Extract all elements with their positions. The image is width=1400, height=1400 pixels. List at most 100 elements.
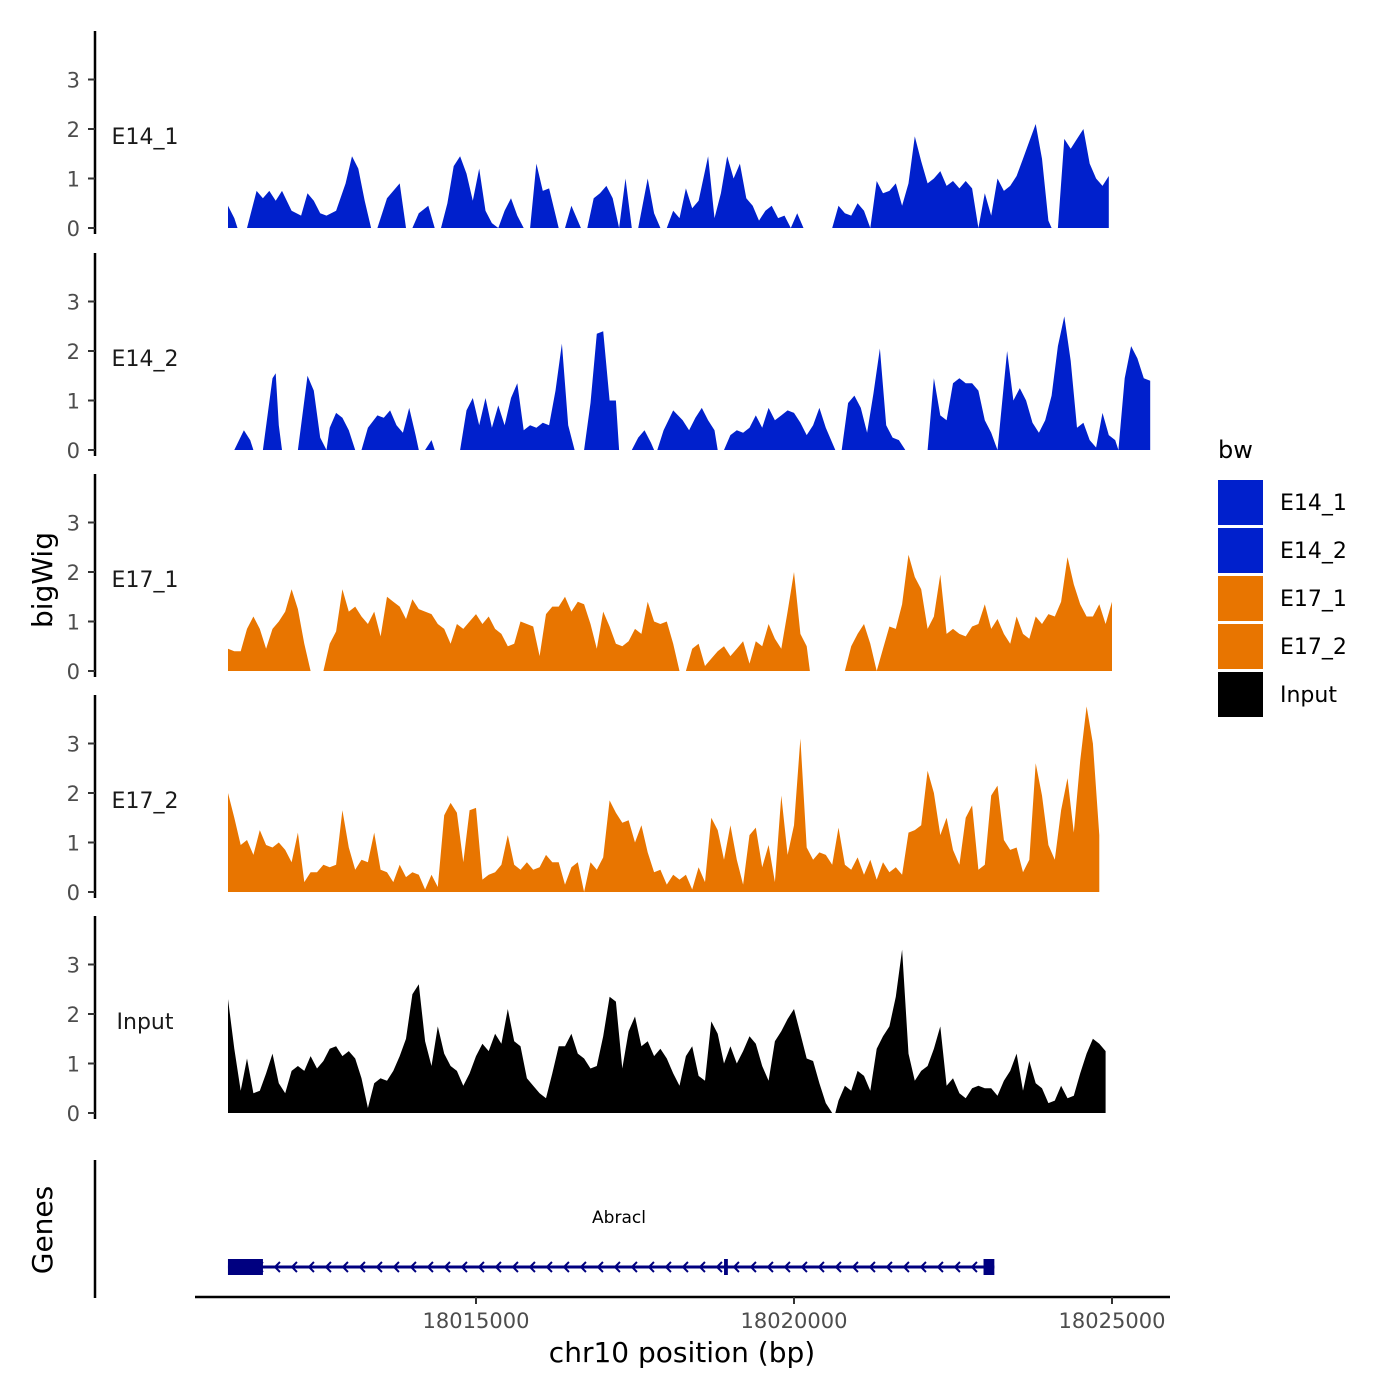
signal-area [927,316,1151,450]
strand-arrow [596,1261,604,1273]
strand-arrow [273,1261,281,1273]
x-axis-label: chr10 position (bp) [549,1336,815,1369]
y-tick-label: 0 [67,1102,80,1126]
signal-area [460,343,575,450]
y-tick-label: 1 [67,611,80,635]
track-label: Input [117,1010,174,1035]
signal-area [361,407,419,450]
legend-item-label: E14_1 [1280,491,1347,516]
strand-arrow [392,1261,400,1273]
signal-area [835,949,1106,1113]
legend-item-label: Input [1280,683,1337,708]
strand-arrow [647,1261,655,1273]
y-tick-label: 3 [67,733,80,757]
signal-area [234,430,254,450]
signal-area [844,554,1112,671]
strand-arrow [290,1261,298,1273]
signal-area [262,373,282,450]
legend-item-label: E17_1 [1280,587,1347,612]
gene-exon [227,1259,263,1275]
strand-arrow [630,1261,638,1273]
signal-area [412,205,435,228]
y-tick-label: 2 [67,1003,80,1027]
legend-item-label: E17_2 [1280,635,1347,660]
signal-area [323,589,680,671]
strand-arrow [443,1261,451,1273]
strand-arrow [749,1261,757,1273]
track-label: E14_1 [112,125,179,150]
genes-panel: Abracl [93,1160,995,1298]
strand-arrow [579,1261,587,1273]
strand-arrow [545,1261,553,1273]
signal-area [228,706,1100,892]
y-tick-label: 2 [67,118,80,142]
y-tick-label: 2 [67,561,80,585]
gene-exon [724,1259,728,1275]
strand-arrow [613,1261,621,1273]
signal-area [1057,129,1109,228]
strand-arrow [800,1261,808,1273]
track-E14_1: 0 1 2 3 E14_1 [67,31,1109,241]
track-Input: 0 1 2 3 Input [67,916,1106,1126]
strand-arrow [426,1261,434,1273]
strand-arrow [698,1261,706,1273]
y-tick-label: 0 [67,660,80,684]
strand-arrow [409,1261,417,1273]
signal-area [228,205,238,228]
track-E14_2: 0 1 2 3 E14_2 [67,253,1151,463]
strand-arrow [307,1261,315,1273]
strand-arrow [868,1261,876,1273]
x-tick-label: 18020000 [741,1309,848,1333]
strand-arrow [919,1261,927,1273]
strand-arrow [970,1261,978,1273]
x-tick-label: 18015000 [423,1309,530,1333]
y-tick-label: 3 [67,69,80,93]
signal-area [425,440,435,450]
signal-area [441,156,524,228]
gene-name-label: Abracl [592,1208,646,1228]
signal-area [832,124,1052,228]
signal-area [724,407,836,450]
track-label: E14_2 [112,347,179,372]
strand-arrow [885,1261,893,1273]
strand-arrow [953,1261,961,1273]
signal-area [638,178,661,228]
y-tick-label: 1 [67,832,80,856]
y-tick-label: 0 [67,439,80,463]
legend-title: bw [1218,436,1253,464]
signal-area [228,589,311,671]
legend-swatch [1218,528,1263,573]
y-tick-label: 0 [67,217,80,241]
signal-area [565,205,581,228]
y-axis-label: bigWig [26,532,59,628]
strand-arrow [511,1261,519,1273]
x-tick-label: 18025000 [1059,1309,1166,1333]
y-tick-label: 3 [67,512,80,536]
strand-arrow [715,1261,723,1273]
signal-area [841,348,906,450]
track-label: E17_2 [112,789,179,814]
y-tick-label: 1 [67,1053,80,1077]
strand-arrow [375,1261,383,1273]
legend-swatch [1218,576,1263,621]
y-tick-label: 2 [67,782,80,806]
strand-arrow [494,1261,502,1273]
strand-arrow [341,1261,349,1273]
track-E17_2: 0 1 2 3 E17_2 [67,695,1100,905]
strand-arrow [936,1261,944,1273]
track-label: E17_1 [112,568,179,593]
strand-arrow [460,1261,468,1273]
signal-area [530,163,559,228]
legend-swatch [1218,672,1263,717]
strand-arrow [783,1261,791,1273]
signal-area [377,183,406,228]
legend-swatch [1218,480,1263,525]
signal-area [631,430,655,450]
y-tick-label: 1 [67,390,80,414]
genes-axis-label: Genes [26,1186,59,1274]
y-tick-label: 1 [67,168,80,192]
strand-arrow [664,1261,672,1273]
y-tick-label: 3 [67,954,80,978]
strand-arrow [902,1261,910,1273]
